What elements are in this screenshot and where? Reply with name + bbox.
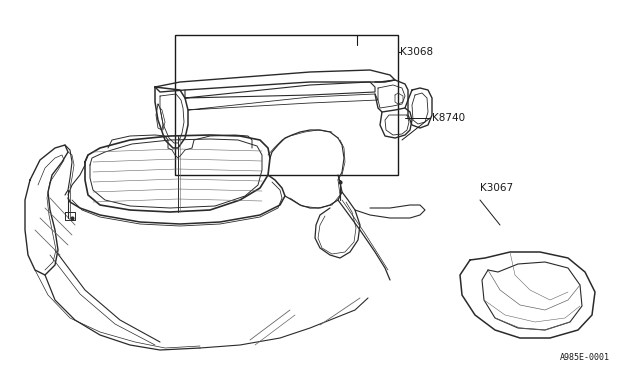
- Bar: [175, 35, 398, 175]
- Text: K3067: K3067: [480, 183, 513, 193]
- Text: K3068: K3068: [400, 47, 433, 57]
- Text: A985E-0001: A985E-0001: [560, 353, 610, 362]
- Text: K8740: K8740: [432, 113, 465, 123]
